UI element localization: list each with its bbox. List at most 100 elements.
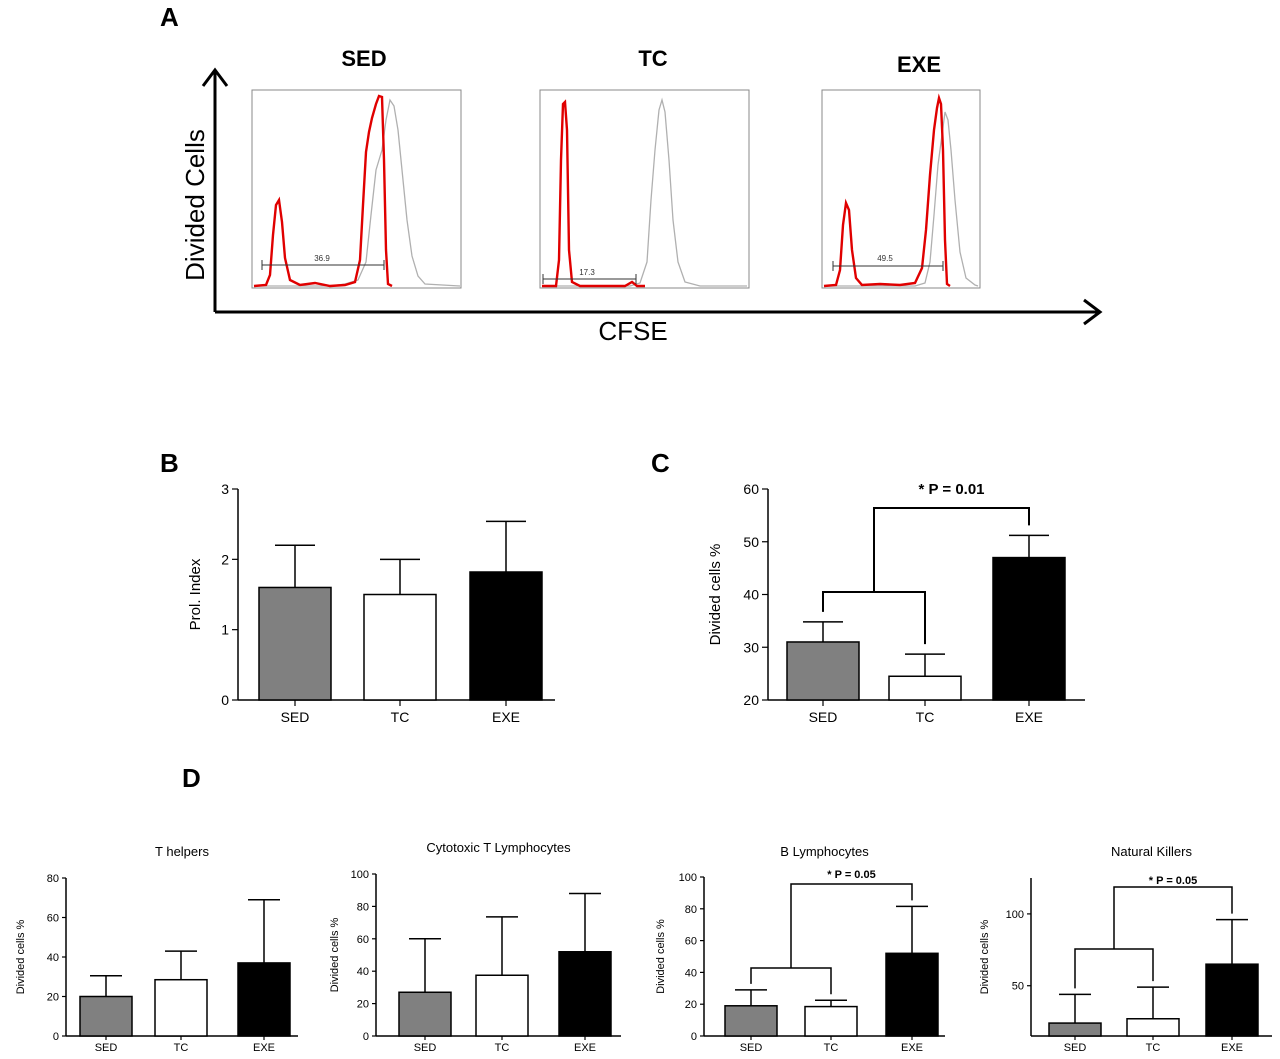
y-tick-label: 0 bbox=[691, 1031, 697, 1043]
chart-title: Cytotoxic T Lymphocytes bbox=[426, 840, 571, 855]
bar-tc bbox=[475, 974, 529, 1037]
y-tick-label: 3 bbox=[221, 481, 229, 497]
chart-prol-index: 0 1 2 3 Prol. Index SED TC EXE bbox=[187, 481, 555, 725]
histogram-stained-curve bbox=[542, 99, 645, 288]
bar-exe bbox=[558, 951, 612, 1037]
bar-exe bbox=[237, 962, 291, 1037]
x-tick-label-tc: TC bbox=[1146, 1042, 1161, 1054]
bar-tc bbox=[363, 593, 437, 701]
y-tick-label: 40 bbox=[47, 952, 59, 964]
y-tick-label: 60 bbox=[357, 934, 369, 946]
bar-sed bbox=[724, 1005, 778, 1037]
y-tick-label: 0 bbox=[363, 1031, 369, 1043]
chart-title: Natural Killers bbox=[1111, 844, 1192, 859]
y-tick-label: 80 bbox=[357, 901, 369, 913]
chart-divided-cells: 20 30 40 50 60 Divided cells % SED TC EXE * P = 0… bbox=[707, 481, 1085, 725]
bar-sed bbox=[1048, 1022, 1102, 1037]
y-tick-label: 20 bbox=[357, 999, 369, 1011]
histogram-title-exe: EXE bbox=[897, 52, 941, 77]
bar-sed bbox=[258, 586, 332, 701]
y-tick-label: 80 bbox=[47, 873, 59, 885]
y-tick-label: 50 bbox=[743, 534, 759, 550]
histogram-frame bbox=[251, 89, 462, 289]
y-tick-label: 50 bbox=[1012, 981, 1024, 993]
x-tick-label-tc: TC bbox=[174, 1042, 189, 1054]
x-tick-label-tc: TC bbox=[824, 1042, 839, 1054]
y-axis-label: Divided cells % bbox=[979, 919, 991, 994]
y-tick-label: 20 bbox=[743, 692, 759, 708]
y-tick-label: 40 bbox=[685, 967, 697, 979]
panel-letter-c: C bbox=[651, 448, 670, 478]
y-tick-label: 0 bbox=[53, 1031, 59, 1043]
histogram-sed: SED 36.9 bbox=[251, 46, 462, 289]
histogram-stained-curve bbox=[823, 93, 951, 288]
histogram-stained-curve bbox=[253, 94, 393, 288]
histogram-control-curve bbox=[824, 111, 979, 287]
y-axis-label: Divided cells % bbox=[707, 544, 724, 646]
bar-exe bbox=[992, 556, 1066, 701]
x-tick-label-exe: EXE bbox=[1015, 709, 1043, 725]
chart-b-lymphocytes: 0 20 40 60 80 100 Divided cells % B Lymphocytes… bbox=[655, 844, 945, 1054]
bar-tc bbox=[804, 1005, 858, 1037]
panel-letter-a: A bbox=[160, 2, 179, 32]
x-tick-label-exe: EXE bbox=[253, 1042, 275, 1054]
sig-bracket-upper bbox=[790, 883, 913, 968]
bar-tc bbox=[154, 978, 208, 1037]
gate-value-sed: 36.9 bbox=[314, 254, 330, 263]
p-value-label: * P = 0.01 bbox=[918, 481, 984, 498]
x-tick-label-sed: SED bbox=[414, 1042, 437, 1054]
y-tick-label: 100 bbox=[351, 869, 369, 881]
bar-exe bbox=[1205, 963, 1259, 1037]
chart-cytotoxic-t-lymphocytes: 0 20 40 60 80 100 Divided cells % Cytotoxic T L… bbox=[329, 840, 621, 1054]
histogram-frame bbox=[539, 89, 750, 289]
chart-title: B Lymphocytes bbox=[780, 844, 869, 859]
bar-sed bbox=[786, 641, 860, 701]
bar-tc bbox=[1126, 1018, 1180, 1037]
x-tick-label-sed: SED bbox=[1064, 1042, 1087, 1054]
panel-a-y-arrowhead bbox=[201, 67, 229, 87]
x-tick-label-exe: EXE bbox=[1221, 1042, 1243, 1054]
y-tick-label: 100 bbox=[1006, 909, 1024, 921]
histogram-control-curve bbox=[542, 97, 747, 287]
y-tick-label: 40 bbox=[743, 587, 759, 603]
panel-letter-d: D bbox=[182, 763, 201, 793]
y-tick-label: 2 bbox=[221, 551, 229, 567]
y-tick-label: 100 bbox=[679, 872, 697, 884]
x-tick-label-tc: TC bbox=[916, 709, 935, 725]
x-tick-label-sed: SED bbox=[740, 1042, 763, 1054]
x-tick-label-exe: EXE bbox=[492, 709, 520, 725]
y-tick-label: 60 bbox=[743, 481, 759, 497]
p-value-label: * P = 0.05 bbox=[827, 869, 875, 881]
histogram-exe: EXE 49.5 bbox=[821, 52, 981, 289]
panel-a-x-label: CFSE bbox=[598, 316, 667, 346]
x-tick-label-exe: EXE bbox=[901, 1042, 923, 1054]
sig-bracket-upper bbox=[1113, 886, 1233, 949]
histogram-title-tc: TC bbox=[638, 46, 667, 71]
chart-title: T helpers bbox=[155, 844, 209, 859]
y-tick-label: 80 bbox=[685, 904, 697, 916]
sig-bracket-lower bbox=[822, 591, 926, 645]
bar-sed bbox=[79, 995, 133, 1037]
sig-bracket-upper bbox=[873, 507, 1030, 592]
y-tick-label: 0 bbox=[221, 692, 229, 708]
p-value-label: * P = 0.05 bbox=[1149, 875, 1197, 887]
gate-value-tc: 17.3 bbox=[579, 268, 595, 277]
bar-exe bbox=[885, 952, 939, 1037]
histogram-title-sed: SED bbox=[341, 46, 386, 71]
x-tick-label-sed: SED bbox=[95, 1042, 118, 1054]
y-tick-label: 60 bbox=[47, 913, 59, 925]
y-tick-label: 40 bbox=[357, 966, 369, 978]
x-tick-label-sed: SED bbox=[809, 709, 838, 725]
x-tick-label-exe: EXE bbox=[574, 1042, 596, 1054]
y-axis-label: Prol. Index bbox=[187, 558, 204, 630]
histogram-frame bbox=[821, 89, 981, 289]
chart-t-helpers: 0 20 40 60 80 Divided cells % T helpers SED TC EX… bbox=[15, 844, 298, 1054]
sig-bracket-lower bbox=[1074, 948, 1154, 989]
bar-tc bbox=[888, 675, 962, 701]
x-tick-label-tc: TC bbox=[495, 1042, 510, 1054]
bar-exe bbox=[469, 571, 543, 701]
y-axis-label: Divided cells % bbox=[655, 919, 667, 994]
histogram-tc: TC 17.3 bbox=[539, 46, 750, 289]
y-tick-label: 30 bbox=[743, 639, 759, 655]
y-axis-label: Divided cells % bbox=[15, 919, 27, 994]
